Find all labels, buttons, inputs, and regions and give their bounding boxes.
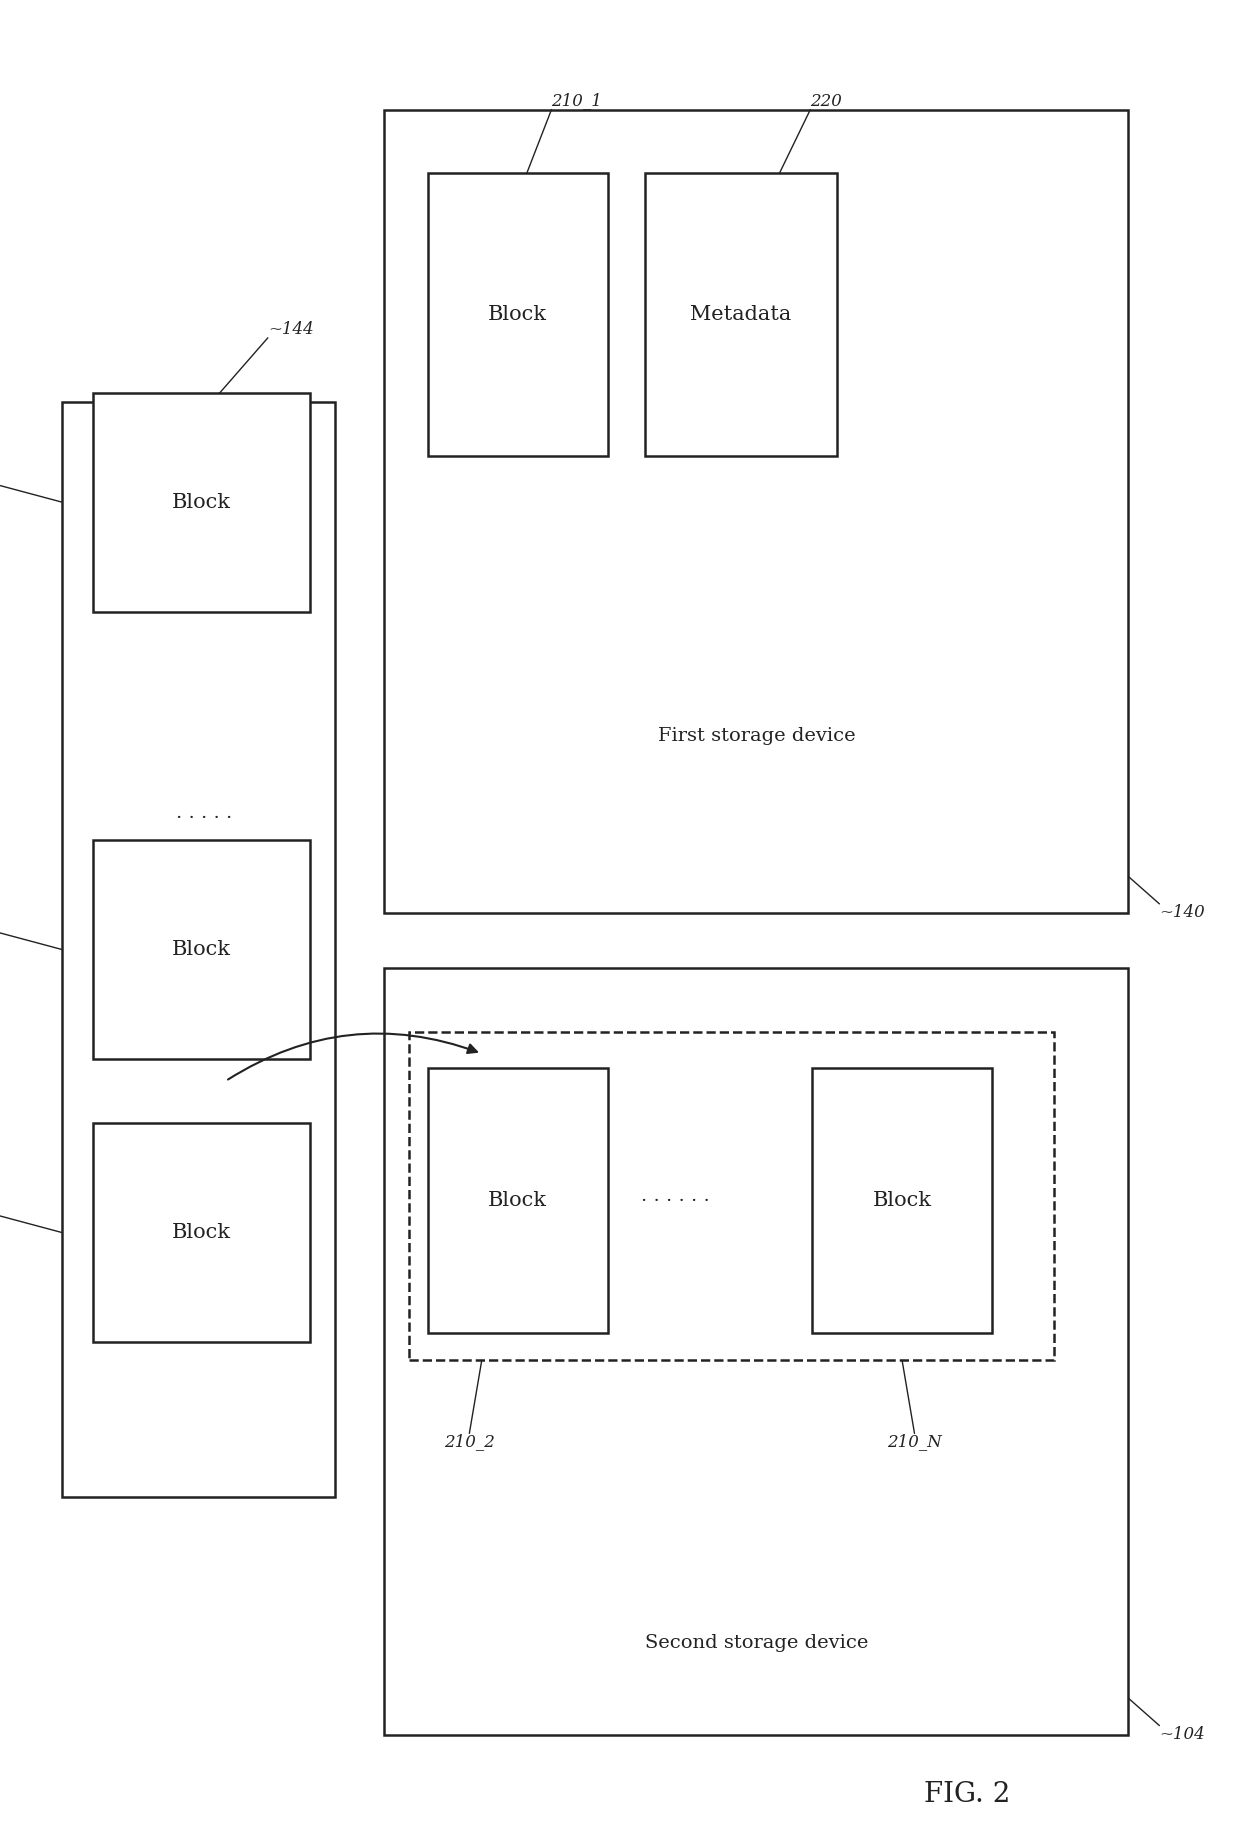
Bar — [812, 1068, 992, 1333]
Text: 220: 220 — [811, 93, 842, 110]
Text: 210_1: 210_1 — [552, 93, 603, 110]
Text: Block: Block — [489, 1191, 547, 1211]
Text: First storage device: First storage device — [657, 727, 856, 745]
Bar — [93, 393, 310, 612]
Text: Block: Block — [172, 940, 231, 959]
Text: Metadata: Metadata — [691, 305, 791, 325]
Bar — [62, 402, 335, 1497]
Text: 210_2: 210_2 — [444, 1433, 495, 1450]
Bar — [384, 110, 1128, 913]
Bar — [93, 1123, 310, 1342]
Bar — [645, 173, 837, 456]
Text: FIG. 2: FIG. 2 — [924, 1780, 1011, 1808]
Text: Second storage device: Second storage device — [645, 1634, 868, 1653]
Text: . . . . .: . . . . . — [176, 803, 233, 822]
Bar — [428, 173, 608, 456]
Bar — [93, 840, 310, 1059]
Bar — [428, 1068, 608, 1333]
Text: 210_N: 210_N — [887, 1433, 942, 1450]
Text: Block: Block — [873, 1191, 931, 1211]
Text: ~144: ~144 — [268, 321, 314, 338]
Text: ~104: ~104 — [1159, 1726, 1205, 1742]
Text: Block: Block — [172, 1223, 231, 1242]
Bar — [409, 1032, 1054, 1360]
Text: . . . . . .: . . . . . . — [641, 1187, 711, 1205]
Text: ~140: ~140 — [1159, 904, 1205, 920]
Bar — [384, 968, 1128, 1735]
Text: Block: Block — [172, 493, 231, 511]
Text: Block: Block — [489, 305, 547, 325]
